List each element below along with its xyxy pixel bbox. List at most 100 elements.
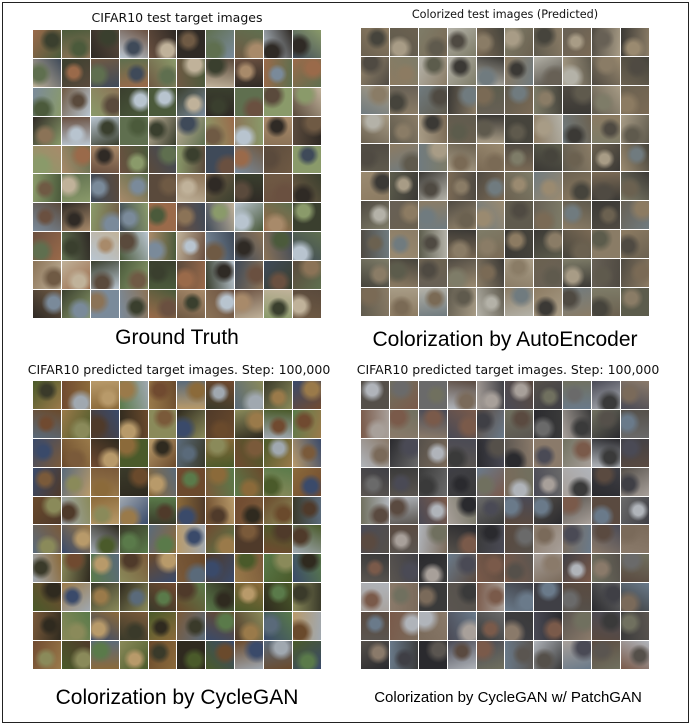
- thumbnail-image: [563, 172, 592, 201]
- thumbnail-image: [264, 30, 293, 58]
- thumbnail-image: [177, 203, 206, 232]
- thumbnail-image: [33, 261, 61, 290]
- thumbnail-image: [621, 28, 649, 56]
- thumbnail-image: [534, 525, 563, 554]
- thumbnail-image: [61, 203, 90, 232]
- thumbnail-image: [206, 438, 235, 467]
- image-grid-cyclegan-patchgan: [361, 381, 649, 669]
- image-grid-autoencoder: [361, 28, 649, 316]
- thumbnail-image: [389, 525, 418, 554]
- thumbnail-image: [418, 201, 447, 230]
- thumbnail-image: [293, 381, 321, 409]
- thumbnail-image: [119, 30, 148, 58]
- thumbnail-image: [293, 203, 321, 232]
- caption-cyclegan: Colorization by CycleGAN: [55, 686, 299, 709]
- thumbnail-image: [621, 230, 649, 259]
- thumbnail-image: [90, 203, 119, 232]
- thumbnail-image: [476, 525, 505, 554]
- thumbnail-image: [148, 438, 177, 467]
- thumbnail-image: [505, 641, 534, 669]
- thumbnail-image: [33, 116, 61, 145]
- thumbnail-image: [61, 467, 90, 496]
- thumbnail-image: [592, 496, 621, 525]
- thumbnail-image: [264, 438, 293, 467]
- thumbnail-image: [476, 612, 505, 641]
- thumbnail-image: [505, 467, 534, 496]
- thumbnail-image: [476, 28, 505, 56]
- thumbnail-image: [235, 261, 264, 290]
- thumbnail-image: [534, 143, 563, 172]
- panel-title-autoencoder: Colorized test images (Predicted): [411, 8, 599, 21]
- thumbnail-image: [206, 467, 235, 496]
- thumbnail-image: [505, 554, 534, 583]
- thumbnail-image: [592, 259, 621, 288]
- thumbnail-image: [361, 28, 389, 56]
- thumbnail-image: [534, 438, 563, 467]
- thumbnail-image: [206, 583, 235, 612]
- thumbnail-image: [235, 641, 264, 669]
- thumbnail-image: [389, 259, 418, 288]
- thumbnail-image: [119, 381, 148, 409]
- thumbnail-image: [293, 583, 321, 612]
- thumbnail-image: [389, 612, 418, 641]
- thumbnail-image: [61, 554, 90, 583]
- thumbnail-image: [148, 87, 177, 116]
- thumbnail-image: [61, 612, 90, 641]
- thumbnail-image: [148, 583, 177, 612]
- thumbnail-image: [293, 290, 321, 318]
- thumbnail-image: [235, 554, 264, 583]
- thumbnail-image: [235, 496, 264, 525]
- thumbnail-image: [90, 554, 119, 583]
- thumbnail-image: [592, 143, 621, 172]
- panel-title-cyclegan: CIFAR10 predicted target images. Step: 1…: [27, 362, 331, 377]
- thumbnail-image: [235, 381, 264, 409]
- thumbnail-image: [418, 172, 447, 201]
- thumbnail-image: [177, 174, 206, 203]
- thumbnail-image: [534, 467, 563, 496]
- thumbnail-image: [361, 143, 389, 172]
- thumbnail-image: [592, 641, 621, 669]
- thumbnail-image: [447, 496, 476, 525]
- thumbnail-image: [33, 525, 61, 554]
- thumbnail-image: [418, 583, 447, 612]
- thumbnail-image: [534, 641, 563, 669]
- thumbnail-image: [293, 612, 321, 641]
- thumbnail-image: [206, 174, 235, 203]
- thumbnail-image: [389, 230, 418, 259]
- thumbnail-image: [61, 409, 90, 438]
- thumbnail-image: [447, 612, 476, 641]
- thumbnail-image: [361, 85, 389, 114]
- thumbnail-image: [293, 30, 321, 58]
- thumbnail-image: [447, 467, 476, 496]
- thumbnail-image: [361, 56, 389, 85]
- thumbnail-image: [206, 30, 235, 58]
- thumbnail-image: [119, 261, 148, 290]
- thumbnail-image: [177, 438, 206, 467]
- thumbnail-image: [447, 28, 476, 56]
- thumbnail-image: [119, 641, 148, 669]
- thumbnail-image: [206, 145, 235, 174]
- thumbnail-image: [447, 230, 476, 259]
- thumbnail-image: [119, 496, 148, 525]
- thumbnail-image: [389, 381, 418, 409]
- thumbnail-image: [148, 290, 177, 318]
- thumbnail-image: [505, 143, 534, 172]
- thumbnail-image: [592, 583, 621, 612]
- thumbnail-image: [534, 259, 563, 288]
- thumbnail-image: [621, 259, 649, 288]
- thumbnail-image: [235, 525, 264, 554]
- thumbnail-image: [206, 641, 235, 669]
- thumbnail-image: [177, 116, 206, 145]
- thumbnail-image: [447, 172, 476, 201]
- thumbnail-image: [206, 58, 235, 87]
- thumbnail-image: [476, 143, 505, 172]
- thumbnail-image: [534, 583, 563, 612]
- thumbnail-image: [361, 381, 389, 409]
- thumbnail-image: [264, 290, 293, 318]
- thumbnail-image: [447, 288, 476, 316]
- thumbnail-image: [563, 85, 592, 114]
- thumbnail-image: [293, 174, 321, 203]
- thumbnail-image: [534, 28, 563, 56]
- thumbnail-image: [476, 496, 505, 525]
- thumbnail-image: [33, 467, 61, 496]
